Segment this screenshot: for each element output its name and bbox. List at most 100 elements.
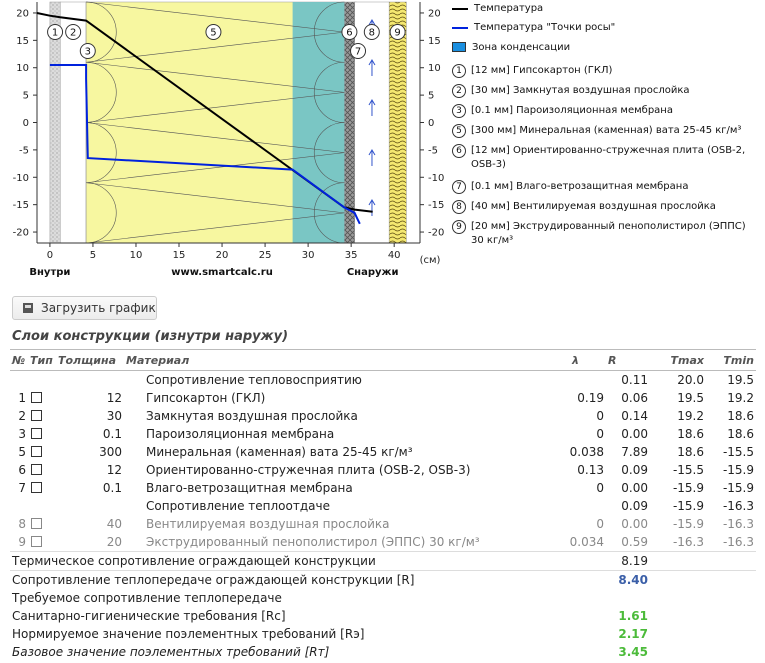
row-tmax: -16.3: [672, 535, 704, 549]
x-tick-label: 35: [345, 250, 358, 261]
layer-type-checkbox[interactable]: [31, 428, 42, 439]
table-body: Сопротивление тепловосприятию 0.11 20.0 19.…: [10, 371, 756, 662]
row-type: [28, 461, 56, 479]
dew-point-line: [49, 64, 361, 225]
legend-label: Температура: [474, 3, 544, 14]
airflow-arrow-icon: [368, 199, 376, 216]
layer-type-checkbox[interactable]: [31, 482, 42, 493]
layer-number-label: 5: [210, 28, 216, 39]
table-row: 1 12 Гипсокартон (ГКЛ) 0.19 0.06 19.5 19.2: [10, 389, 756, 407]
row-no: 5: [18, 445, 26, 459]
legend-layer-text: [0.1 мм] Пароизоляционная мембрана: [471, 105, 673, 116]
row-thickness: 300: [99, 445, 122, 459]
row-thickness: 20: [106, 535, 122, 549]
row-r: 0.14: [621, 409, 648, 423]
legend-layer-text: [12 мм] Ориентированно-стружечная плита …: [471, 145, 746, 170]
row-material: Экструдированный пенополистирол (ЭППС) 3…: [146, 535, 480, 549]
row-no: 3: [18, 427, 26, 441]
layer-number-badge: 7: [452, 180, 466, 194]
y-tick-label: 0: [23, 118, 29, 129]
legend-layer-text: [20 мм] Экструдированный пенополистирол …: [471, 221, 746, 246]
row-material: Замкнутая воздушная прослойка: [146, 409, 358, 423]
row-material: Сопротивление теплоотдаче: [146, 499, 330, 513]
layer-number-badge: 9: [452, 220, 466, 234]
layer-number-label: 8: [369, 28, 375, 39]
legend-swatch-temperature: [452, 8, 468, 10]
layer-type-checkbox[interactable]: [31, 410, 42, 421]
header-r: R: [606, 349, 650, 371]
legend-layer-text: [12 мм] Гипсокартон (ГКЛ): [471, 65, 613, 76]
legend-dew-point: Температура "Точки росы": [452, 21, 615, 35]
mineral-wool-arc: [314, 182, 345, 244]
layer-number-badge: [389, 24, 406, 40]
table-row: 5 300 Минеральная (каменная) вата 25-45 кг…: [10, 443, 756, 461]
legend-layer-text: [40 мм] Вентилируемая воздушная прослойк…: [471, 201, 716, 212]
table-row: Сопротивление теплоотдаче 0.09 -15.9 -16.3: [10, 497, 756, 515]
row-material: Влаго-ветрозащитная мембрана: [146, 481, 353, 495]
mineral-wool-zigzag: [86, 61, 345, 123]
layer-type-checkbox[interactable]: [31, 392, 42, 403]
layer-number-badge: [47, 24, 64, 40]
row-r: 0.00: [621, 517, 648, 531]
condensation-zone: [292, 2, 345, 243]
header-no: №: [10, 349, 28, 371]
row-material: Пароизоляционная мембрана: [146, 427, 335, 441]
airflow-arrow-icon: [368, 59, 376, 76]
row-material: Вентилируемая воздушная прослойка: [146, 517, 390, 531]
header-material: Материал: [124, 349, 536, 371]
legend-layer-item: 7 [0.1 мм] Влаго-ветрозащитная мембрана: [452, 180, 688, 194]
legend-layer-text: [300 мм] Минеральная (каменная) вата 25-…: [471, 125, 742, 136]
legend-layer-item: 9 [20 мм] Экструдированный пенополистиро…: [452, 220, 752, 248]
layer-type-checkbox[interactable]: [31, 518, 42, 529]
row-thickness: 40: [106, 517, 122, 531]
row-tmax: 19.2: [677, 409, 704, 423]
row-lambda: 0.038: [569, 445, 604, 459]
row-type: [28, 443, 56, 461]
row-tmax: 18.6: [677, 427, 704, 441]
layer-number-badge: 1: [452, 64, 466, 78]
summary-row: Сопротивление теплопередаче ограждающей …: [10, 570, 756, 589]
summary-value: 1.61: [618, 609, 648, 623]
row-thickness: 0.1: [102, 427, 122, 441]
y-tick-label: -10: [428, 173, 444, 184]
mineral-wool-arc: [314, 61, 345, 123]
x-tick-label: 20: [216, 250, 229, 261]
layer-number-badge: 5: [452, 124, 466, 138]
y-tick-label: 10: [428, 63, 441, 74]
x-tick-label: 40: [388, 250, 401, 261]
row-tmin: 19.5: [727, 373, 754, 387]
layer-type-checkbox[interactable]: [31, 464, 42, 475]
layer-type-checkbox[interactable]: [31, 536, 42, 547]
y-tick-label: 15: [428, 36, 441, 47]
row-lambda: 0: [596, 409, 604, 423]
y-tick-label: -5: [19, 145, 29, 156]
airflow-arrow-icon: [368, 99, 376, 116]
row-no: 8: [18, 517, 26, 531]
inside-label: Внутри: [29, 267, 70, 278]
row-no: 6: [18, 463, 26, 477]
row-no: 7: [18, 481, 26, 495]
layer-number-badge: [79, 43, 96, 59]
x-tick-label: 30: [302, 250, 315, 261]
row-lambda: 0: [596, 517, 604, 531]
summary-label: Термическое сопротивление ограждающей ко…: [10, 551, 606, 571]
table-row: 3 0.1 Пароизоляционная мембрана 0 0.00 18.6 18…: [10, 425, 756, 443]
layer-number-badge: 2: [452, 84, 466, 98]
row-material: Ориентированно-стружечная плита (OSB-2, …: [146, 463, 471, 477]
y-tick-label: 5: [23, 91, 29, 102]
layer-number-badge: [65, 24, 82, 40]
row-type: [28, 407, 56, 425]
y-tick-label: 0: [428, 118, 434, 129]
y-tick-label: -15: [428, 200, 444, 211]
layer-type-checkbox[interactable]: [31, 446, 42, 457]
row-r: 0.11: [621, 373, 648, 387]
mineral-wool-arc: [86, 182, 117, 244]
row-r: 0.00: [621, 481, 648, 495]
row-tmin: 19.2: [727, 391, 754, 405]
y-tick-label: 5: [428, 91, 434, 102]
legend-temperature: Температура: [452, 2, 543, 16]
layer-number-badge: [341, 24, 358, 40]
x-tick-label: 15: [173, 250, 186, 261]
load-chart-button[interactable]: Загрузить график: [12, 296, 157, 320]
